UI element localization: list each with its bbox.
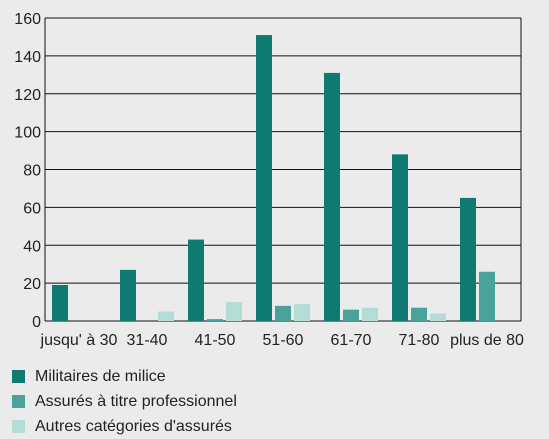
legend-swatch-militaires — [12, 370, 25, 383]
bar — [158, 311, 174, 321]
y-tick-label: 40 — [23, 238, 41, 255]
legend: Militaires de milice Assurés à titre pro… — [12, 364, 237, 439]
bar — [343, 309, 359, 321]
bar — [52, 285, 68, 321]
legend-swatch-professionnel — [12, 395, 25, 408]
y-tick-label: 60 — [23, 200, 41, 217]
y-tick-label: 0 — [32, 314, 41, 331]
y-tick-label: 140 — [14, 49, 41, 66]
legend-item-autres: Autres catégories d'assurés — [12, 414, 237, 439]
bar — [207, 319, 223, 321]
y-tick-label: 80 — [23, 163, 41, 180]
y-tick-label: 160 — [14, 11, 41, 28]
legend-label-professionnel: Assurés à titre professionnel — [35, 392, 237, 410]
y-axis-ticks: 0 20 40 60 80 100 120 140 160 — [14, 11, 41, 331]
bar — [120, 269, 136, 321]
y-tick-label: 100 — [14, 125, 41, 142]
bar — [362, 307, 378, 321]
bar — [275, 305, 291, 321]
x-tick-label: plus de 80 — [450, 332, 524, 349]
bar — [256, 35, 272, 321]
gridlines — [44, 17, 522, 322]
bar — [294, 303, 310, 321]
x-tick-label: 71-80 — [399, 332, 440, 349]
x-axis-ticks: jusqu' à 30 31-40 41-50 51-60 61-70 71-80 plus… — [40, 332, 524, 349]
bar — [479, 271, 495, 321]
legend-label-militaires: Militaires de milice — [35, 367, 166, 385]
x-tick-label: 51-60 — [263, 332, 304, 349]
x-tick-label: 41-50 — [195, 332, 236, 349]
bar — [226, 302, 242, 321]
x-tick-label: 31-40 — [127, 332, 168, 349]
bar — [411, 307, 427, 321]
bar — [460, 197, 476, 321]
legend-item-militaires: Militaires de milice — [12, 364, 237, 389]
legend-item-professionnel: Assurés à titre professionnel — [12, 389, 237, 414]
chart: 0 20 40 60 80 100 120 140 160 jusqu' à 30 31-40 41… — [14, 11, 524, 349]
bar — [324, 72, 340, 321]
y-tick-label: 120 — [14, 87, 41, 104]
legend-swatch-autres — [12, 420, 25, 433]
bar — [188, 239, 204, 321]
bars — [52, 35, 495, 321]
bar — [392, 154, 408, 321]
x-tick-label: 61-70 — [331, 332, 372, 349]
legend-label-autres: Autres catégories d'assurés — [35, 417, 232, 435]
x-tick-label: jusqu' à 30 — [40, 332, 118, 349]
bar — [430, 313, 446, 321]
y-tick-label: 20 — [23, 276, 41, 293]
